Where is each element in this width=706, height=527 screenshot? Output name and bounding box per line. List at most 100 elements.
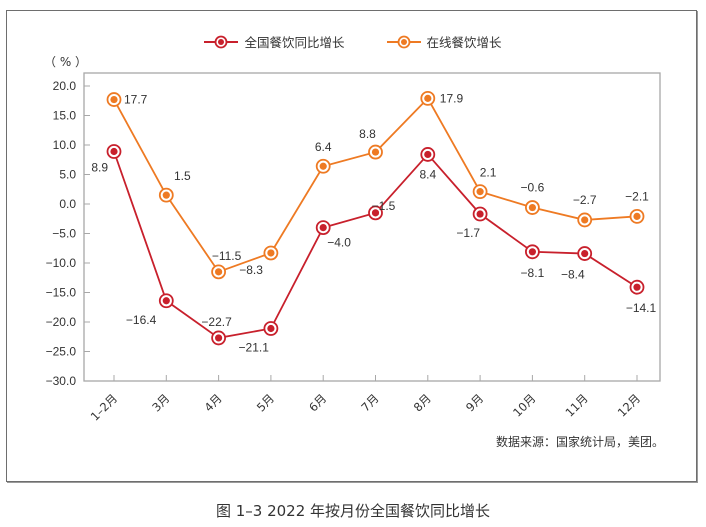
data-label-national: −16.4 bbox=[126, 313, 157, 327]
data-label-online: −2.1 bbox=[625, 189, 649, 203]
data-label-national: 8.9 bbox=[91, 160, 108, 174]
legend-marker-online-icon bbox=[386, 35, 421, 48]
x-tick-label: 3月 bbox=[149, 391, 172, 414]
data-label-online: 17.9 bbox=[440, 91, 464, 105]
data-point-online bbox=[368, 144, 383, 160]
data-point-online bbox=[211, 264, 227, 280]
x-tick-label: 1–2月 bbox=[88, 391, 120, 423]
x-tick-label: 12月 bbox=[615, 391, 643, 419]
data-point-online bbox=[315, 158, 331, 174]
legend-label-online: 在线餐饮增长 bbox=[426, 35, 502, 50]
y-tick-label: −15.0 bbox=[46, 286, 77, 300]
figure-frame bbox=[6, 10, 697, 482]
data-point-national bbox=[577, 246, 593, 261]
data-point-national bbox=[211, 330, 227, 346]
point-dot bbox=[371, 148, 380, 156]
x-tick-label: 10月 bbox=[510, 391, 538, 419]
point-dot bbox=[528, 203, 537, 212]
data-label-online: 2.1 bbox=[480, 166, 497, 180]
data-point-online bbox=[420, 90, 436, 106]
data-point-national bbox=[629, 279, 645, 295]
point-dot bbox=[319, 162, 327, 170]
series-line-online bbox=[113, 96, 638, 273]
x-tick-label: 8月 bbox=[411, 391, 434, 414]
data-label-online: 17.7 bbox=[124, 93, 148, 107]
legend-label-national: 全国餐饮同比增长 bbox=[244, 35, 345, 50]
figure-caption: 图 1–3 2022 年按月份全国餐饮同比增长 bbox=[215, 502, 491, 520]
point-dot bbox=[267, 249, 275, 257]
data-label-online: −2.7 bbox=[573, 193, 597, 207]
point-dot bbox=[162, 297, 170, 305]
data-point-national bbox=[263, 321, 279, 336]
data-label-online: 8.8 bbox=[359, 127, 376, 141]
legend-item-online: 在线餐饮增长 bbox=[386, 32, 502, 51]
point-dot bbox=[110, 147, 118, 156]
y-tick-label: −30.0 bbox=[46, 374, 77, 388]
x-tick-label: 7月 bbox=[358, 391, 381, 414]
data-point-national bbox=[106, 144, 122, 159]
legend: 全国餐饮同比增长 在线餐饮增长 bbox=[0, 32, 706, 51]
data-point-national bbox=[525, 244, 540, 260]
legend-marker-national-icon bbox=[204, 35, 239, 48]
point-dot bbox=[110, 95, 118, 104]
x-tick-label: 5月 bbox=[254, 391, 277, 414]
data-point-online bbox=[577, 212, 593, 228]
y-tick-label: 5.0 bbox=[59, 168, 76, 182]
data-label-national: −4.0 bbox=[327, 236, 351, 250]
y-tick-label: −25.0 bbox=[46, 345, 77, 359]
y-tick-label: −10.0 bbox=[46, 256, 77, 270]
data-source: 数据来源：国家统计局，美团。 bbox=[495, 435, 664, 449]
point-dot bbox=[162, 191, 170, 199]
data-point-online bbox=[106, 92, 122, 107]
data-label-national: 8.4 bbox=[419, 167, 436, 181]
plot-area bbox=[83, 72, 661, 382]
point-dot bbox=[424, 150, 432, 159]
data-label-online: −11.5 bbox=[212, 249, 242, 263]
data-label-online: −0.6 bbox=[521, 181, 545, 195]
data-label-online: −8.3 bbox=[239, 263, 263, 277]
series-line-national bbox=[113, 151, 638, 339]
data-point-national bbox=[368, 205, 383, 221]
data-label-national: −1.7 bbox=[456, 226, 480, 240]
y-axis-unit: （ % ） bbox=[44, 55, 88, 69]
data-point-online bbox=[629, 208, 645, 224]
point-dot bbox=[371, 209, 380, 217]
data-label-national: −22.7 bbox=[201, 315, 232, 329]
y-tick-label: 10.0 bbox=[53, 138, 77, 152]
point-dot bbox=[633, 283, 641, 291]
data-point-online bbox=[158, 187, 174, 203]
y-tick-label: 15.0 bbox=[53, 109, 77, 123]
data-label-online: 1.5 bbox=[174, 169, 191, 183]
y-tick-label: 20.0 bbox=[53, 79, 77, 93]
data-point-online bbox=[263, 245, 279, 261]
x-tick-label: 6月 bbox=[306, 391, 329, 414]
point-dot bbox=[633, 212, 641, 220]
point-dot bbox=[215, 268, 223, 276]
point-dot bbox=[581, 216, 589, 224]
point-dot bbox=[476, 188, 484, 196]
data-label-national: −8.1 bbox=[521, 266, 545, 280]
data-label-online: 6.4 bbox=[315, 140, 332, 154]
legend-item-national: 全国餐饮同比增长 bbox=[204, 32, 345, 51]
data-label-national: −1.5 bbox=[372, 199, 396, 213]
data-point-national bbox=[158, 293, 174, 309]
point-dot bbox=[267, 324, 275, 333]
data-label-national: −14.1 bbox=[626, 301, 657, 315]
y-tick-label: −20.0 bbox=[46, 315, 77, 329]
point-dot bbox=[476, 210, 484, 218]
data-point-online bbox=[472, 184, 488, 200]
point-dot bbox=[528, 248, 537, 256]
data-point-online bbox=[525, 200, 540, 215]
data-label-national: −21.1 bbox=[239, 340, 270, 354]
point-dot bbox=[319, 224, 327, 232]
x-tick-label: 9月 bbox=[463, 391, 486, 414]
y-tick-label: 0.0 bbox=[59, 197, 76, 211]
x-tick-label: 4月 bbox=[202, 391, 225, 414]
point-dot bbox=[215, 334, 223, 342]
y-tick-label: −5.0 bbox=[52, 227, 76, 241]
data-label-national: −8.4 bbox=[561, 268, 585, 282]
point-dot bbox=[581, 249, 589, 258]
data-point-national bbox=[420, 147, 436, 162]
x-tick-label: 11月 bbox=[562, 391, 590, 419]
